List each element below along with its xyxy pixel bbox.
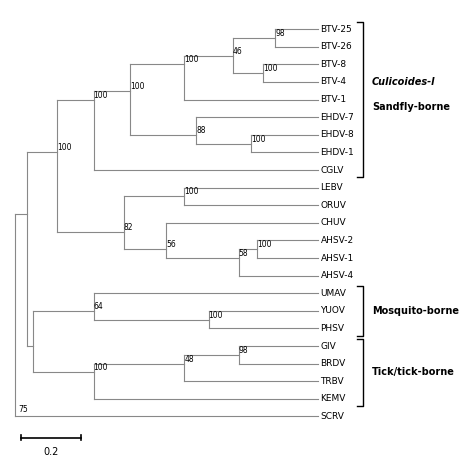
- Text: 0.2: 0.2: [44, 447, 59, 457]
- Text: BTV-8: BTV-8: [320, 60, 346, 69]
- Text: 46: 46: [233, 47, 243, 56]
- Text: BRDV: BRDV: [320, 359, 346, 368]
- Text: 100: 100: [184, 55, 199, 65]
- Text: ORUV: ORUV: [320, 201, 346, 210]
- Text: 58: 58: [239, 249, 248, 258]
- Text: Sandfly-borne: Sandfly-borne: [372, 101, 450, 112]
- Text: 64: 64: [93, 302, 103, 311]
- Text: CHUV: CHUV: [320, 219, 346, 227]
- Text: 88: 88: [196, 126, 206, 135]
- Text: Tick/tick-borne: Tick/tick-borne: [372, 367, 455, 378]
- Text: 48: 48: [184, 355, 194, 364]
- Text: 98: 98: [275, 29, 285, 38]
- Text: 98: 98: [239, 346, 248, 355]
- Text: 100: 100: [93, 363, 108, 372]
- Text: 100: 100: [184, 188, 199, 196]
- Text: Mosquito-borne: Mosquito-borne: [372, 306, 459, 316]
- Text: AHSV-4: AHSV-4: [320, 271, 354, 280]
- Text: PHSV: PHSV: [320, 324, 345, 333]
- Text: Culicoides-l: Culicoides-l: [372, 77, 436, 87]
- Text: 100: 100: [263, 64, 278, 73]
- Text: 75: 75: [18, 405, 27, 414]
- Text: 100: 100: [57, 143, 72, 153]
- Text: BTV-1: BTV-1: [320, 95, 346, 104]
- Text: CGLV: CGLV: [320, 165, 344, 175]
- Text: BTV-25: BTV-25: [320, 25, 352, 34]
- Text: 82: 82: [124, 223, 133, 231]
- Text: UMAV: UMAV: [320, 289, 346, 298]
- Text: EHDV-8: EHDV-8: [320, 130, 354, 139]
- Text: KEMV: KEMV: [320, 395, 346, 403]
- Text: YUOV: YUOV: [320, 307, 346, 315]
- Text: 56: 56: [166, 240, 176, 249]
- Text: 100: 100: [93, 91, 108, 100]
- Text: 100: 100: [130, 82, 145, 91]
- Text: 100: 100: [251, 135, 265, 144]
- Text: SCRV: SCRV: [320, 412, 345, 421]
- Text: BTV-26: BTV-26: [320, 42, 352, 51]
- Text: GIV: GIV: [320, 342, 336, 350]
- Text: EHDV-7: EHDV-7: [320, 112, 354, 122]
- Text: EHDV-1: EHDV-1: [320, 148, 354, 157]
- Text: LEBV: LEBV: [320, 183, 343, 192]
- Text: BTV-4: BTV-4: [320, 77, 346, 87]
- Text: 100: 100: [257, 240, 272, 249]
- Text: AHSV-1: AHSV-1: [320, 254, 354, 263]
- Text: TRBV: TRBV: [320, 377, 344, 386]
- Text: 100: 100: [209, 311, 223, 319]
- Text: AHSV-2: AHSV-2: [320, 236, 354, 245]
